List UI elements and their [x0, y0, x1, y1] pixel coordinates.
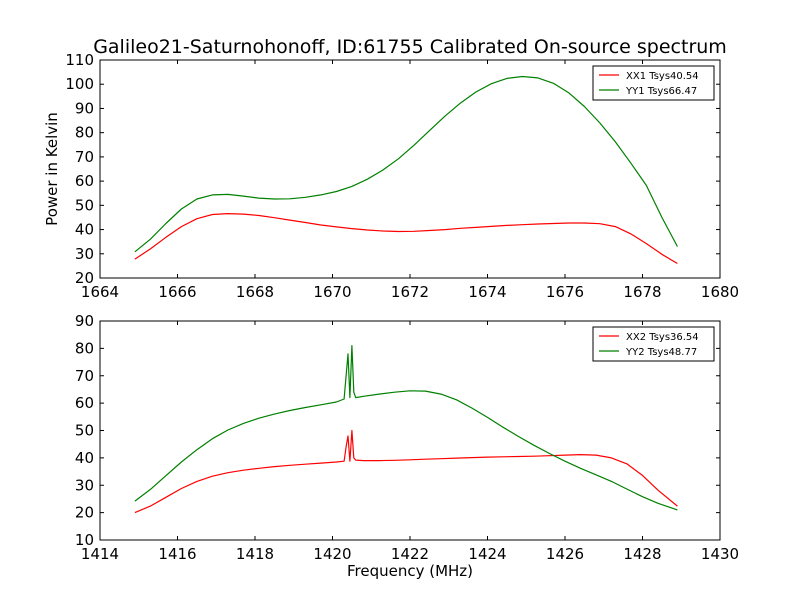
x-tick-label: 1666 [158, 283, 196, 301]
y-tick-label: 30 [75, 476, 94, 494]
legend-label-2: YY2 Tsys48.77 [625, 347, 697, 358]
y-tick-label: 100 [65, 75, 94, 93]
x-tick-label: 1424 [468, 545, 506, 563]
y-tick-label: 40 [75, 449, 94, 467]
x-tick-label: 1426 [546, 545, 584, 563]
y-tick-label: 50 [75, 422, 94, 440]
legend: XX1 Tsys40.54 YY1 Tsys66.47 [592, 65, 715, 101]
legend-label-1: XX2 Tsys36.54 [626, 332, 699, 343]
x-tick-label: 1664 [81, 283, 119, 301]
y-tick-label: 40 [75, 221, 94, 239]
y-tick-label: 90 [75, 312, 94, 330]
y-tick-label: 90 [75, 99, 94, 117]
legend-label-2: YY1 Tsys66.47 [625, 86, 697, 97]
x-tick-label: 1422 [391, 545, 429, 563]
legend-box [592, 326, 715, 362]
y-tick-label: 110 [65, 51, 94, 69]
x-tick-label: 1672 [391, 283, 429, 301]
x-tick-label: 1428 [623, 545, 661, 563]
y-tick-label: 20 [75, 504, 94, 522]
x-tick-label: 1676 [546, 283, 584, 301]
y-tick-label: 20 [75, 269, 94, 287]
x-tick-label: 1420 [313, 545, 351, 563]
x-tick-label: 1416 [158, 545, 196, 563]
bottom-plot: 1414 1416 1418 1420 1422 1424 1426 1428 1430 10 20… [75, 312, 739, 580]
y-tick-label: 10 [75, 531, 94, 549]
y-tick-label: 30 [75, 245, 94, 263]
x-tick-label: 1414 [81, 545, 119, 563]
top-plot: 1664 1666 1668 1670 1672 1674 1676 1678 1680 20 30… [43, 51, 739, 301]
x-tick-label: 1680 [701, 283, 739, 301]
x-tick-label: 1430 [701, 545, 739, 563]
legend: XX2 Tsys36.54 YY2 Tsys48.77 [592, 326, 715, 362]
y-axis-label: Power in Kelvin [43, 112, 61, 226]
y-tick-label: 80 [75, 339, 94, 357]
x-tick-label: 1678 [623, 283, 661, 301]
x-axis-label: Frequency (MHz) [347, 562, 473, 580]
y-tick-label: 50 [75, 196, 94, 214]
x-tick-label: 1674 [468, 283, 506, 301]
x-tick-label: 1670 [313, 283, 351, 301]
x-tick-label: 1418 [236, 545, 274, 563]
y-tick-label: 70 [75, 148, 94, 166]
y-tick-label: 60 [75, 172, 94, 190]
y-tick-label: 60 [75, 394, 94, 412]
series-line-2 [134, 75, 678, 253]
legend-box [592, 65, 715, 101]
x-tick-label: 1668 [236, 283, 274, 301]
series-line-2 [134, 345, 678, 511]
series-line-1 [134, 429, 678, 514]
series-line-1 [134, 213, 678, 265]
y-tick-label: 80 [75, 124, 94, 142]
legend-label-1: XX1 Tsys40.54 [626, 71, 699, 82]
y-tick-label: 70 [75, 367, 94, 385]
chart-title: Galileo21-Saturnohonoff, ID:61755 Calibr… [93, 36, 727, 58]
